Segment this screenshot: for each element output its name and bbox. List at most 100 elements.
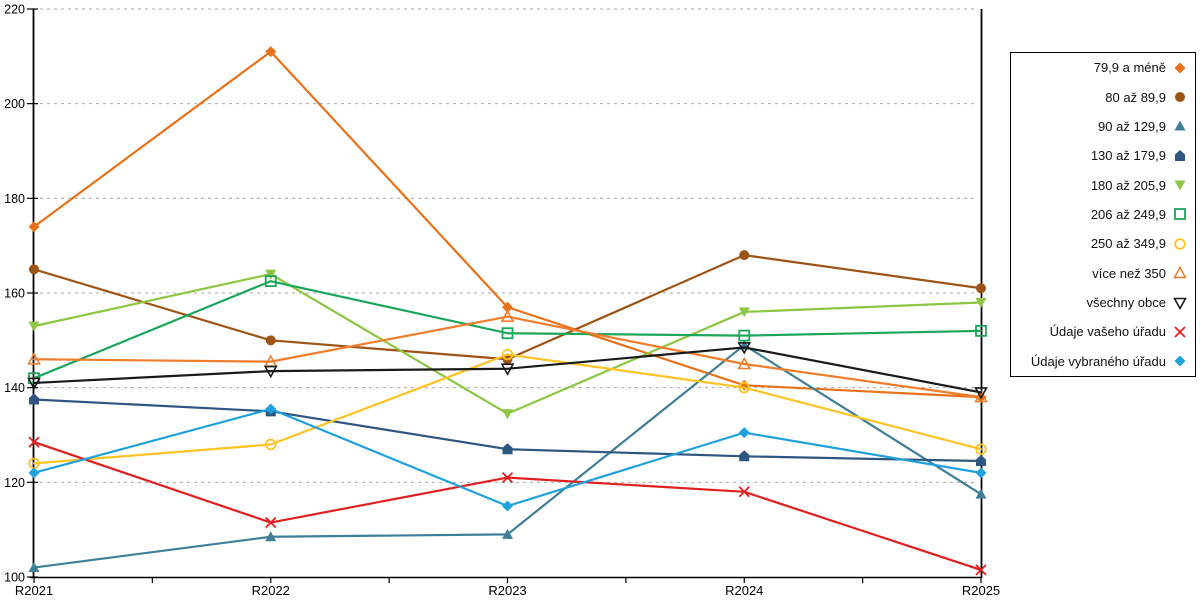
data-point-marker <box>739 250 750 261</box>
legend-marker-icon <box>1173 297 1187 310</box>
legend-item-3: 130 až 179,9 <box>1011 141 1195 170</box>
data-point-marker <box>738 427 750 439</box>
data-point-marker <box>265 438 277 451</box>
data-point-marker <box>500 309 515 322</box>
data-point-marker <box>1174 180 1186 191</box>
data-point-marker <box>28 562 40 573</box>
y-tick-label: 220 <box>4 3 25 17</box>
legend-marker-icon <box>1175 149 1185 161</box>
data-point-marker <box>974 389 988 403</box>
x-tick-label: R2024 <box>725 583 763 598</box>
data-point-marker <box>29 393 39 405</box>
data-point-marker <box>502 301 513 313</box>
y-tick-label: 120 <box>4 476 25 490</box>
legend-marker-icon <box>1174 355 1186 367</box>
data-point-marker <box>501 327 514 340</box>
data-point-marker <box>501 471 514 484</box>
data-point-marker <box>263 365 278 379</box>
data-point-marker <box>737 342 752 355</box>
series-line-6 <box>32 353 983 465</box>
data-point-marker <box>501 348 514 361</box>
x-tick-label: R2021 <box>15 583 53 598</box>
data-point-marker <box>1174 355 1186 367</box>
data-point-marker <box>975 324 987 337</box>
legend-label: Údaje vybraného úřadu <box>1030 353 1166 369</box>
data-point-marker <box>500 363 515 376</box>
data-point-marker <box>264 275 277 288</box>
data-point-marker <box>1174 238 1186 250</box>
legend-item-9: Údaje vašeho úřadu <box>1011 317 1195 346</box>
y-tick-label: 140 <box>4 381 25 395</box>
data-point-marker <box>976 283 986 294</box>
data-point-marker <box>974 387 988 400</box>
legend-label: 250 až 349,9 <box>1090 236 1166 252</box>
legend-marker-icon <box>1174 208 1186 221</box>
legend-label: více než 350 <box>1092 265 1166 281</box>
series-line-4 <box>32 272 983 415</box>
data-point-marker <box>28 321 40 332</box>
legend-label: 80 až 89,9 <box>1105 89 1166 105</box>
data-point-marker <box>27 377 41 391</box>
data-point-marker <box>28 436 40 448</box>
data-point-marker <box>1175 92 1185 103</box>
legend-label: 79,9 a méně <box>1093 60 1166 76</box>
legend-marker-icon <box>1174 238 1186 250</box>
data-point-marker <box>975 488 987 499</box>
legend-label: 206 až 249,9 <box>1090 206 1166 222</box>
data-point-marker <box>975 297 987 308</box>
data-point-marker <box>28 221 40 233</box>
legend-label: všechny obce <box>1086 295 1167 311</box>
data-point-marker <box>265 269 277 280</box>
data-point-marker <box>265 335 276 346</box>
y-tick-label: 100 <box>4 571 25 585</box>
x-tick-label: R2022 <box>252 583 290 598</box>
y-tick-label: 160 <box>4 287 25 301</box>
data-point-marker <box>265 516 277 529</box>
y-tick-label: 180 <box>4 192 25 206</box>
data-point-marker <box>1173 266 1187 279</box>
data-point-marker <box>502 443 513 455</box>
legend-label: 90 až 129,9 <box>1098 118 1166 134</box>
data-point-marker <box>975 564 987 576</box>
legend-label: 180 až 205,9 <box>1090 177 1166 193</box>
legend-item-5: 206 až 249,9 <box>1011 200 1195 229</box>
data-point-marker <box>976 455 986 467</box>
legend-marker-icon <box>1175 92 1185 103</box>
series-line-8 <box>32 346 983 394</box>
data-point-marker <box>739 450 750 462</box>
data-point-marker <box>1175 149 1185 161</box>
y-tick-label: 200 <box>4 97 25 111</box>
series-line-5 <box>32 280 983 380</box>
data-point-marker <box>738 329 751 342</box>
legend-marker-icon <box>1174 62 1186 74</box>
legend-label: Údaje vašeho úřadu <box>1049 324 1166 340</box>
data-point-marker <box>1174 326 1186 338</box>
data-point-marker <box>737 356 752 370</box>
data-point-marker <box>1173 297 1187 310</box>
legend-item-1: 80 až 89,9 <box>1011 82 1195 111</box>
legend-marker-icon <box>1174 326 1186 338</box>
data-point-marker <box>502 409 513 420</box>
legend-item-2: 90 až 129,9 <box>1011 112 1195 141</box>
x-tick-label: R2025 <box>962 583 1000 598</box>
data-point-marker <box>502 528 513 539</box>
data-point-marker <box>975 467 987 479</box>
data-point-marker <box>265 46 277 58</box>
legend-item-6: 250 až 349,9 <box>1011 229 1195 258</box>
data-point-marker <box>738 307 750 318</box>
legend-item-7: více než 350 <box>1011 259 1195 288</box>
data-point-marker <box>1174 120 1186 131</box>
legend-item-10: Údaje vybraného úřadu <box>1011 347 1195 376</box>
data-point-marker <box>265 403 277 415</box>
x-tick-label: R2023 <box>488 583 526 598</box>
legend-item-0: 79,9 a méně <box>1011 53 1195 82</box>
legend-marker-icon <box>1173 266 1187 279</box>
data-point-marker <box>1174 62 1186 74</box>
legend-marker-icon <box>1174 180 1186 191</box>
legend: 79,9 a méně 80 až 89,9 90 až 129,9 130 až 1… <box>1010 52 1196 377</box>
legend-item-4: 180 až 205,9 <box>1011 170 1195 199</box>
data-point-marker <box>1174 208 1186 221</box>
data-point-marker <box>502 500 513 512</box>
